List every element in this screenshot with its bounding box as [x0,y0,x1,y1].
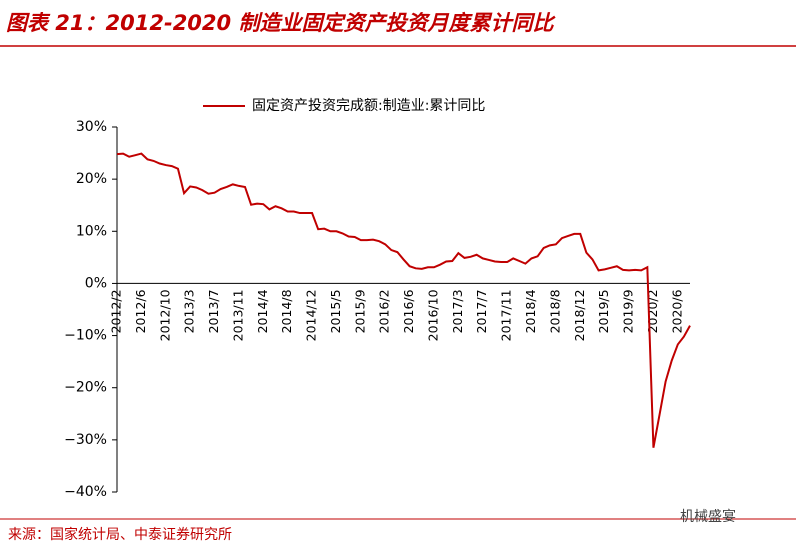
y-tick-label: −20% [64,380,107,396]
x-tick-label: 2014/4 [255,289,270,333]
x-tick-label: 2020/6 [669,289,684,333]
x-tick-label: 2018/8 [547,289,562,333]
legend-label: 固定资产投资完成额:制造业:累计同比 [252,98,485,114]
y-tick-label: −10% [64,328,107,344]
x-tick-label: 2017/3 [450,289,465,333]
x-tick-label: 2012/6 [133,289,148,333]
x-tick-label: 2016/2 [377,289,392,333]
x-tick-label: 2019/9 [621,289,636,333]
x-tick-label: 2016/6 [401,289,416,333]
x-tick-label: 2014/8 [279,289,294,333]
x-tick-label: 2016/10 [425,289,440,341]
x-tick-label: 2018/12 [572,289,587,341]
data-line [116,152,691,448]
y-tick-label: 20% [76,171,107,187]
x-tick-label: 2017/11 [499,289,514,341]
x-tick-label: 2012/10 [157,289,172,341]
x-tick-label: 2015/9 [352,289,367,333]
y-tick-label: 0% [85,275,107,291]
y-tick-label: 30% [76,119,107,135]
chart-title: 图表 21：2012-2020 制造业固定资产投资月度累计同比 [6,11,556,35]
x-tick-label: 2013/7 [206,289,221,333]
y-tick-label: −30% [64,432,107,448]
y-tick-label: −40% [64,484,107,500]
x-tick-label: 2018/4 [523,289,538,333]
x-tick-label: 2014/12 [304,289,319,341]
source-note: 来源：国家统计局、中泰证券研究所 [8,526,232,543]
x-tick-label: 2019/5 [596,289,611,333]
x-tick-label: 2013/11 [230,289,245,341]
y-tick-label: 10% [76,223,107,239]
x-tick-label: 2013/3 [182,289,197,333]
x-tick-label: 2017/7 [474,289,489,333]
x-tick-label: 2015/5 [328,289,343,333]
x-tick-label: 2020/2 [645,289,660,333]
watermark: 机械盛宴 [680,508,736,525]
x-tick-label: 2012/2 [109,289,124,333]
